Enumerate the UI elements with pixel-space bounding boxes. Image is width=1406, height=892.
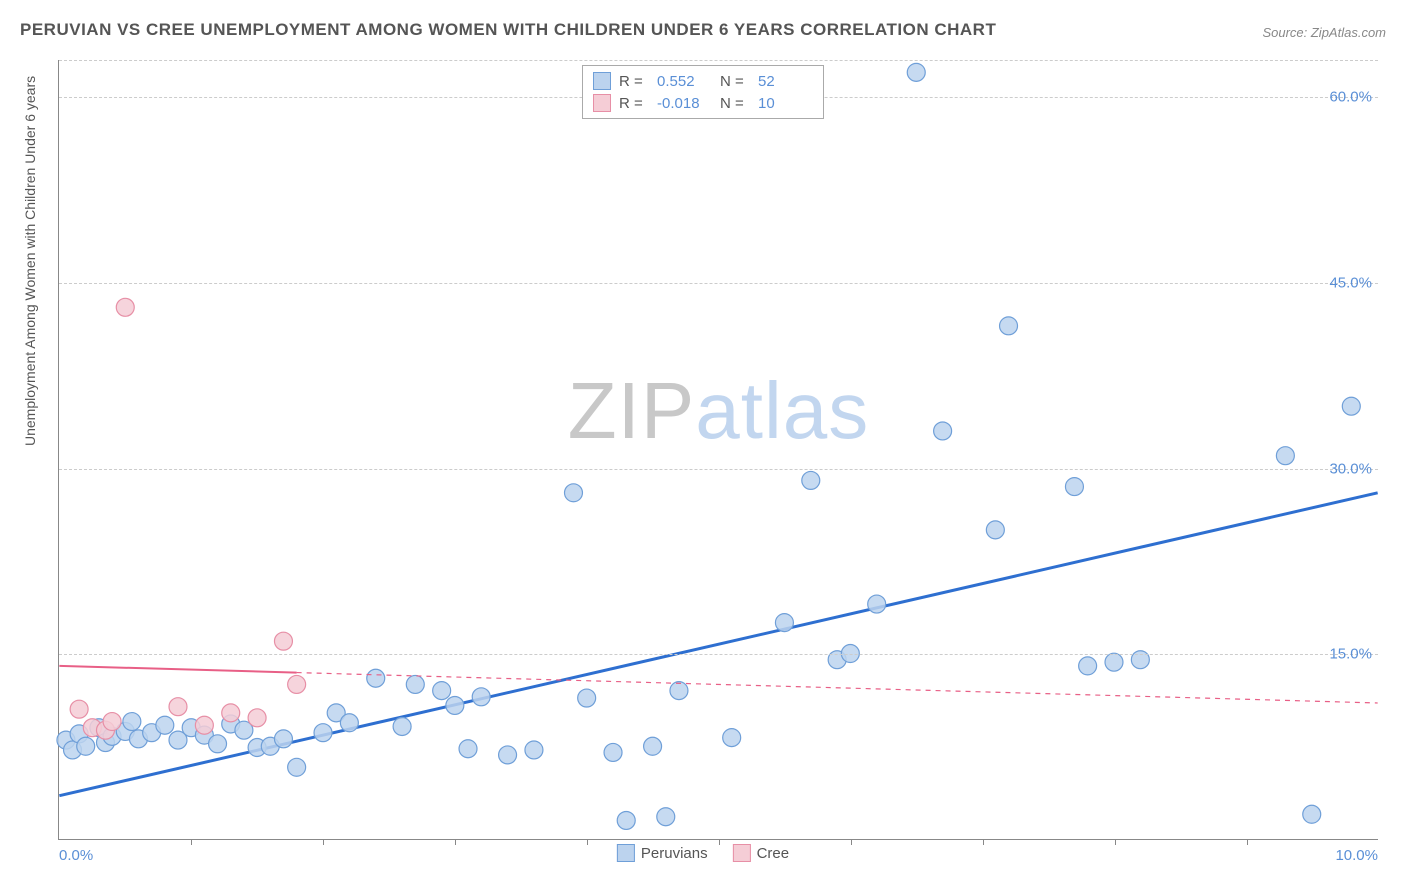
series-legend: Peruvians Cree [617, 844, 789, 862]
y-tick-label: 60.0% [1329, 89, 1372, 106]
y-tick-label: 15.0% [1329, 646, 1372, 663]
watermark: ZIPatlas [568, 365, 869, 457]
source-label: Source: ZipAtlas.com [1262, 25, 1386, 40]
legend-swatch-cree-icon [733, 844, 751, 862]
legend-swatch-peruvians-icon [617, 844, 635, 862]
legend-label-peruvians: Peruvians [641, 845, 708, 862]
legend-swatch-peruvians [593, 72, 611, 90]
correlation-legend: R = 0.552 N = 52 R = -0.018 N = 10 [582, 65, 824, 119]
legend-row-peruvians: R = 0.552 N = 52 [593, 70, 813, 92]
chart-plot-area: ZIPatlas 15.0%30.0%45.0%60.0%0.0%10.0% [58, 60, 1378, 840]
legend-row-cree: R = -0.018 N = 10 [593, 92, 813, 114]
x-tick-label: 10.0% [1335, 847, 1378, 864]
legend-label-cree: Cree [757, 845, 790, 862]
chart-title: PERUVIAN VS CREE UNEMPLOYMENT AMONG WOME… [20, 20, 996, 40]
legend-swatch-cree [593, 94, 611, 112]
y-tick-label: 45.0% [1329, 274, 1372, 291]
y-axis-label: Unemployment Among Women with Children U… [22, 76, 38, 446]
x-tick-label: 0.0% [59, 847, 93, 864]
y-tick-label: 30.0% [1329, 460, 1372, 477]
